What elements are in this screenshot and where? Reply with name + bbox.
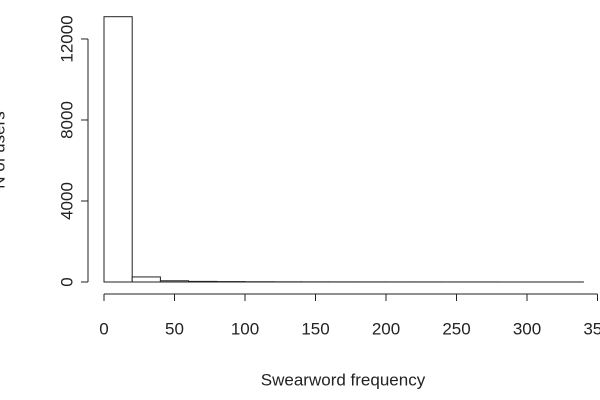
x-tick-label: 250 — [442, 319, 470, 338]
x-tick-label: 300 — [513, 319, 541, 338]
bar — [188, 280, 218, 283]
bar — [159, 280, 190, 283]
y-axis-title: N of users — [0, 111, 8, 188]
x-tick-label: 350 — [583, 319, 600, 338]
bar — [131, 276, 161, 283]
y-tick-label: 8000 — [57, 101, 76, 139]
bar — [103, 16, 133, 283]
x-tick-label: 0 — [99, 319, 108, 338]
x-tick-label: 150 — [301, 319, 329, 338]
x-tick-label: 200 — [372, 319, 400, 338]
y-tick-label: 12000 — [57, 15, 76, 62]
y-tick-label: 4000 — [57, 182, 76, 220]
y-tick-label: 0 — [57, 277, 76, 286]
x-axis-title: Swearword frequency — [261, 370, 426, 389]
x-tick-label: 100 — [231, 319, 259, 338]
x-tick-label: 50 — [165, 319, 184, 338]
